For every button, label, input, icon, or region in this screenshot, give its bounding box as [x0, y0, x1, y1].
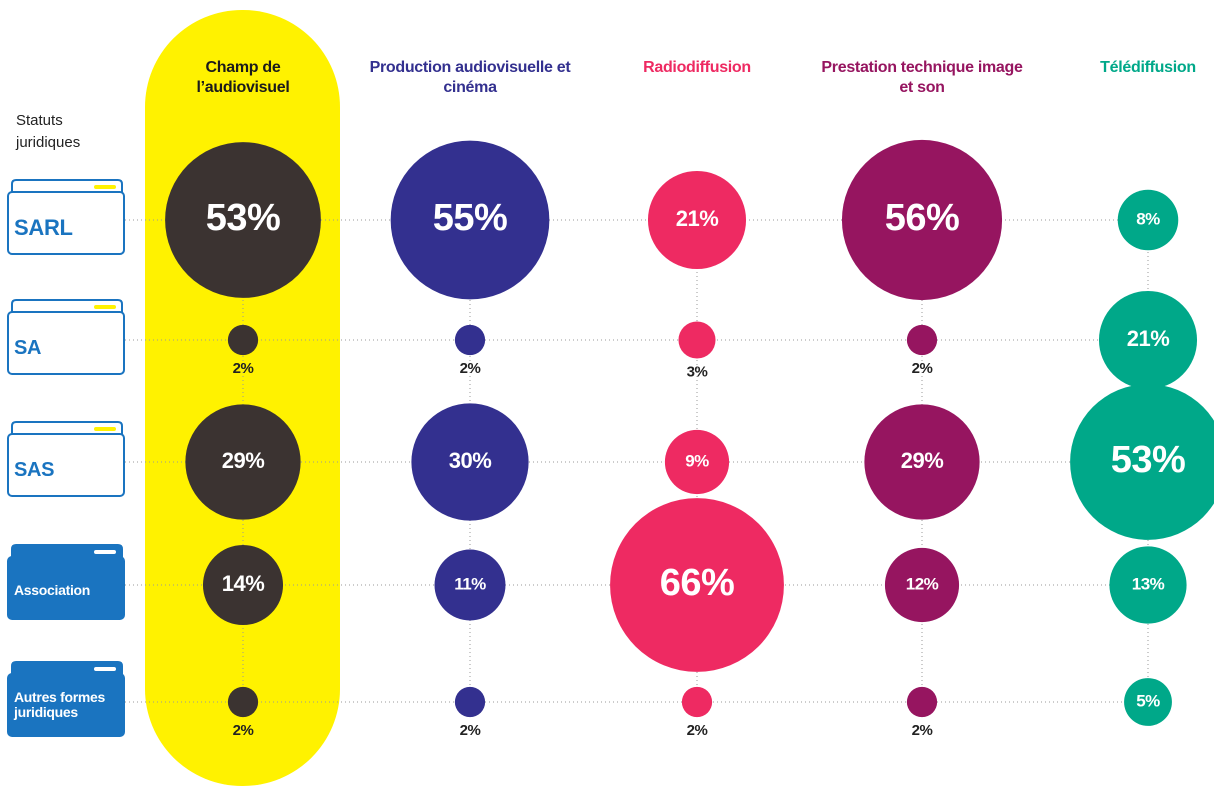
- bubble: [202, 544, 284, 626]
- value-label: 3%: [687, 364, 708, 381]
- value-label: 12%: [906, 574, 939, 593]
- row-label: Association: [14, 582, 91, 598]
- bubble: [1070, 384, 1214, 540]
- folder: [7, 433, 125, 497]
- value-label: 2%: [460, 360, 481, 377]
- value-label: 8%: [1136, 209, 1160, 228]
- bubble: [678, 321, 716, 359]
- value-label: 66%: [660, 562, 735, 604]
- bubble: [681, 686, 713, 718]
- value-label: 14%: [222, 571, 265, 596]
- y-label: Statuts juridiques: [16, 112, 81, 151]
- row-label: SARL: [14, 215, 73, 240]
- bubble: [390, 140, 550, 300]
- folder-tab: [11, 661, 123, 676]
- value-label: 11%: [454, 574, 486, 593]
- value-label: 2%: [460, 722, 481, 739]
- folder-tab: [11, 179, 123, 194]
- column-header: Production audiovisuelle et cinéma: [369, 59, 571, 96]
- folder-tab: [11, 421, 123, 436]
- folder: [7, 556, 125, 620]
- value-label: 29%: [222, 448, 265, 473]
- value-label: 2%: [912, 722, 933, 739]
- value-label: 53%: [206, 197, 281, 239]
- bubble: [864, 404, 980, 520]
- bubble: [906, 324, 938, 356]
- value-label: 9%: [685, 451, 709, 470]
- folder-tab: [11, 299, 123, 314]
- bubble: [1109, 546, 1187, 624]
- bubble: [1098, 290, 1198, 390]
- bubble: [185, 404, 301, 520]
- row-label: Autres formes juridiques: [14, 689, 106, 720]
- value-label: 21%: [1127, 326, 1170, 351]
- bubble: [165, 142, 321, 298]
- column-header: Prestation technique image et son: [821, 59, 1023, 96]
- value-label: 29%: [901, 448, 944, 473]
- value-label: 21%: [676, 206, 719, 231]
- row-label: SA: [14, 337, 42, 359]
- bubble: [1124, 678, 1172, 726]
- bubble: [884, 547, 960, 623]
- column-header: Champ de l’audiovisuel: [196, 59, 290, 96]
- bubble: [454, 686, 486, 718]
- bubble: [454, 324, 486, 356]
- row-label: SAS: [14, 459, 55, 481]
- folder: [7, 311, 125, 375]
- folder-tab: [11, 544, 123, 559]
- column-header: Radiodiffusion: [643, 59, 751, 76]
- highlight-band: [145, 10, 340, 786]
- value-label: 30%: [449, 448, 492, 473]
- column-header: Télédiffusion: [1100, 59, 1196, 76]
- value-label: 55%: [433, 197, 508, 239]
- bubble: [411, 403, 529, 521]
- bubble: [841, 139, 1003, 301]
- bubble: [227, 686, 259, 718]
- bubble: [647, 170, 747, 270]
- value-label: 13%: [1132, 574, 1165, 593]
- value-label: 2%: [912, 360, 933, 377]
- value-label: 2%: [233, 722, 254, 739]
- folder: [7, 191, 125, 255]
- value-label: 53%: [1111, 439, 1186, 481]
- bubble: [1117, 189, 1179, 251]
- value-label: 56%: [885, 197, 960, 239]
- bubble: [434, 549, 506, 621]
- value-label: 2%: [687, 722, 708, 739]
- bubble: [664, 429, 730, 495]
- bubble: [227, 324, 259, 356]
- bubble: [610, 498, 784, 672]
- value-label: 5%: [1136, 691, 1160, 710]
- value-label: 2%: [233, 360, 254, 377]
- folder: [7, 673, 125, 737]
- bubble: [906, 686, 938, 718]
